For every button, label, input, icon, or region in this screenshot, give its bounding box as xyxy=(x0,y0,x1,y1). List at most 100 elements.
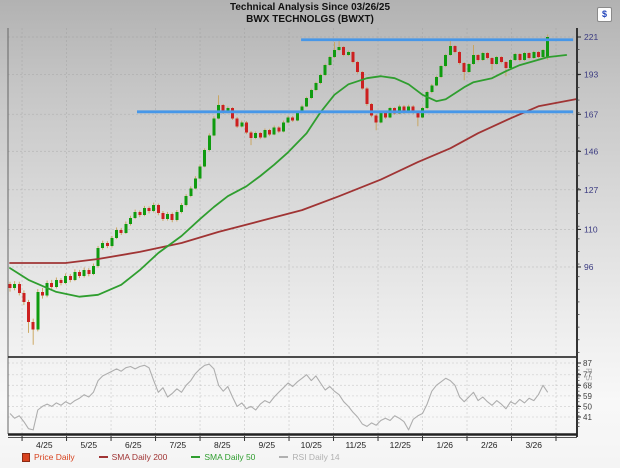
candle-up xyxy=(397,106,401,114)
candle-up xyxy=(82,270,86,277)
date-tick-label: 9/25 xyxy=(259,440,276,450)
candle-down xyxy=(17,283,21,293)
candle-up xyxy=(319,75,323,84)
candle-down xyxy=(356,62,360,73)
candle-down xyxy=(78,271,82,277)
candle-down xyxy=(277,127,281,132)
legend-label: SMA Daily 50 xyxy=(204,452,256,462)
legend-item-rsi: RSI Daily 14 xyxy=(279,452,340,462)
candle-up xyxy=(212,118,216,136)
candle-up xyxy=(314,83,318,91)
candle-down xyxy=(68,276,72,280)
candle-down xyxy=(87,270,91,274)
legend: Price Daily SMA Daily 200 SMA Daily 50 R… xyxy=(22,452,340,462)
sma50-dash-icon xyxy=(191,456,201,458)
candle-up xyxy=(73,271,77,280)
candle-up xyxy=(305,98,309,107)
candle-down xyxy=(402,106,406,113)
candle-up xyxy=(152,205,156,212)
candle-down xyxy=(370,104,374,116)
price-tick-label: 167 xyxy=(584,109,598,119)
candle-down xyxy=(170,214,174,221)
rsi-tick-label: 41 xyxy=(583,413,592,422)
date-tick-label: 12/25 xyxy=(390,440,412,450)
date-tick-label: 2/26 xyxy=(481,440,498,450)
candle-up xyxy=(281,122,285,132)
candle-up xyxy=(407,106,411,113)
candle-down xyxy=(147,208,151,212)
candle-down xyxy=(374,115,378,123)
candle-up xyxy=(142,208,146,216)
candle-down xyxy=(258,133,262,138)
candle-up xyxy=(379,112,383,123)
price-tick-label: 110 xyxy=(584,224,598,234)
candle-up xyxy=(110,238,114,246)
candle-down xyxy=(458,52,462,64)
candle-down xyxy=(383,112,387,118)
candle-down xyxy=(411,106,415,113)
candle-up xyxy=(101,243,105,248)
candle-down xyxy=(50,282,54,287)
price-tick-label: 127 xyxy=(584,185,598,195)
sma-50-line xyxy=(9,54,568,298)
candle-up xyxy=(272,127,276,135)
chart-title-line1: Technical Analysis Since 03/26/25 xyxy=(229,2,391,13)
sma-200-line xyxy=(9,98,577,264)
legend-item-sma200: SMA Daily 200 xyxy=(98,452,167,462)
candle-down xyxy=(244,122,248,133)
candle-down xyxy=(476,55,480,61)
candle-up xyxy=(546,37,550,58)
candle-up xyxy=(328,57,332,66)
candle-up xyxy=(346,52,350,56)
currency-badge: $ xyxy=(597,7,612,22)
candle-up xyxy=(129,218,133,224)
candle-up xyxy=(64,276,68,283)
candle-up xyxy=(96,247,100,267)
candle-up xyxy=(91,266,95,274)
candle-up xyxy=(323,65,327,76)
candle-down xyxy=(291,117,295,121)
rsi-dash-icon xyxy=(279,456,289,458)
candle-down xyxy=(40,291,44,296)
candle-up xyxy=(198,166,202,179)
candle-up xyxy=(467,64,471,73)
candle-down xyxy=(518,54,522,61)
candle-down xyxy=(221,105,225,113)
date-tick-label: 1/26 xyxy=(436,440,453,450)
candle-up xyxy=(425,92,429,109)
price-tick-label: 221 xyxy=(584,32,598,42)
legend-item-sma50: SMA Daily 50 xyxy=(191,452,255,462)
candle-down xyxy=(235,118,239,127)
price-tick-label: 193 xyxy=(584,69,598,79)
candle-up xyxy=(439,66,443,78)
rsi-axis-side-label: RSI xyxy=(584,368,594,386)
legend-label: RSI Daily 14 xyxy=(292,452,340,462)
candle-up xyxy=(332,50,336,58)
chart-title-line2: BWX TECHNOLGS (BWXT) xyxy=(246,14,374,25)
candle-up xyxy=(522,53,526,61)
date-tick-label: 6/25 xyxy=(125,440,142,450)
candle-up xyxy=(448,46,452,56)
candle-up xyxy=(189,188,193,197)
rsi-tick-label: 87 xyxy=(583,359,592,368)
date-tick-label: 4/25 xyxy=(36,440,53,450)
sma200-dash-icon xyxy=(98,456,108,458)
date-tick-label: 8/25 xyxy=(214,440,231,450)
candle-up xyxy=(513,54,517,61)
candle-up xyxy=(54,279,58,287)
candle-up xyxy=(254,133,258,139)
candle-down xyxy=(342,47,346,56)
candle-down xyxy=(105,243,109,246)
candle-up xyxy=(444,55,448,67)
candle-up xyxy=(45,282,49,296)
candle-up xyxy=(300,106,304,113)
chart-header: Technical Analysis Since 03/26/25 BWX TE… xyxy=(0,2,620,26)
candle-up xyxy=(434,77,438,86)
candle-up xyxy=(430,85,434,93)
candle-up xyxy=(166,214,170,220)
candle-up xyxy=(36,291,40,330)
legend-item-price: Price Daily xyxy=(22,452,75,462)
candle-down xyxy=(485,53,489,59)
candle-up xyxy=(337,47,341,51)
